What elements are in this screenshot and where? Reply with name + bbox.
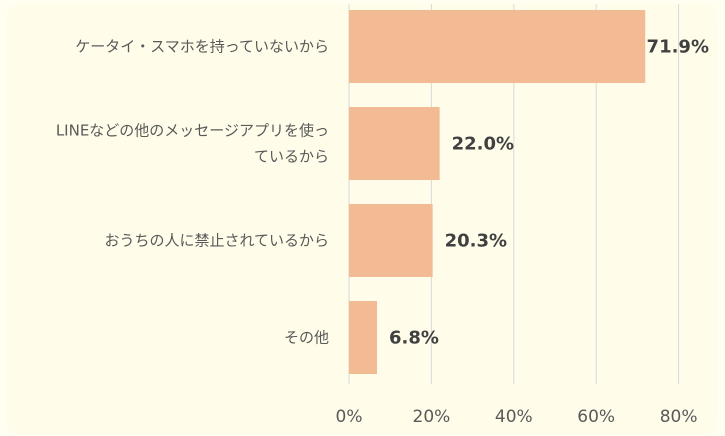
category-label: ケータイ・スマホを持っていないから: [75, 38, 329, 56]
value-label: 6.8%: [389, 328, 439, 349]
category-label: LINEなどの他のメッセージアプリを使っ: [56, 122, 329, 140]
value-label: 22.0%: [452, 134, 514, 155]
value-label: 20.3%: [445, 231, 507, 252]
category-label: その他: [284, 329, 329, 347]
category-label: ているから: [254, 148, 329, 166]
x-tick-label: 60%: [577, 407, 615, 427]
bar: [349, 10, 646, 83]
bar: [349, 107, 440, 180]
bar: [349, 204, 433, 277]
value-label: 71.9%: [647, 37, 709, 58]
x-tick-label: 40%: [495, 407, 533, 427]
bar-chart: 71.9% ケータイ・スマホを持っていないから 22.0% LINEなどの他のメッセー…: [56, 4, 709, 427]
chart-panel: 71.9% ケータイ・スマホを持っていないから 22.0% LINEなどの他のメッセー…: [6, 4, 717, 434]
x-tick-label: 0%: [336, 407, 363, 427]
bar: [349, 301, 378, 374]
x-tick-label: 80%: [660, 407, 698, 427]
category-label: おうちの人に禁止されているから: [104, 232, 329, 250]
x-tick-label: 20%: [413, 407, 451, 427]
